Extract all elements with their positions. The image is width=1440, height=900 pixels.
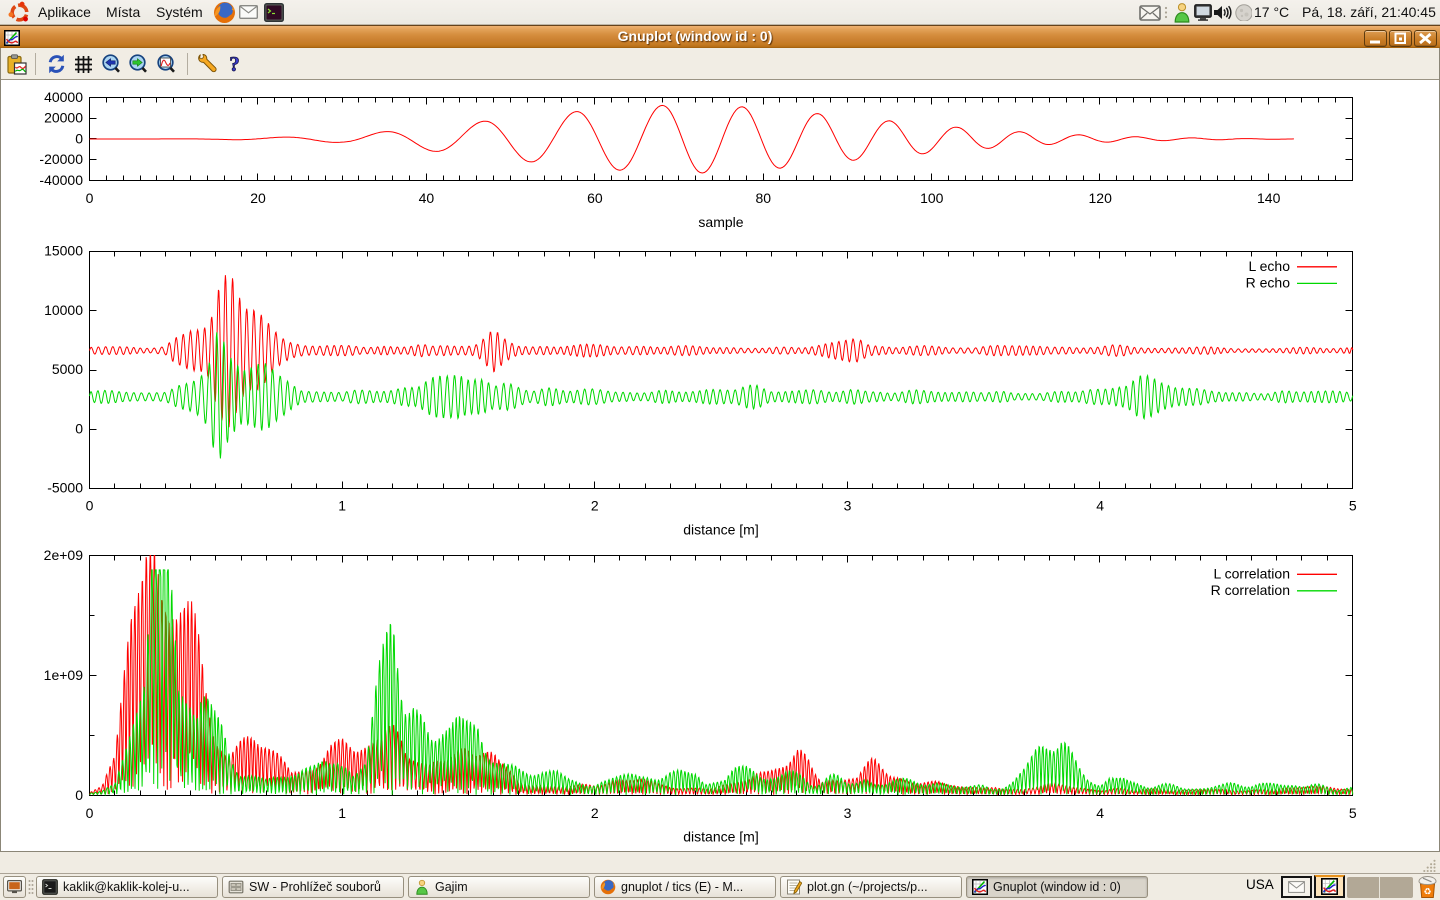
svg-text:1: 1 bbox=[338, 805, 346, 821]
svg-text:100: 100 bbox=[920, 190, 944, 206]
svg-text:-20000: -20000 bbox=[39, 151, 83, 167]
svg-text:0: 0 bbox=[75, 787, 83, 803]
svg-text:distance [m]: distance [m] bbox=[683, 522, 758, 538]
svg-text:120: 120 bbox=[1089, 190, 1113, 206]
svg-text:-5000: -5000 bbox=[47, 480, 83, 496]
svg-text:L correlation: L correlation bbox=[1213, 566, 1290, 582]
svg-text:40000: 40000 bbox=[44, 89, 83, 105]
svg-text:40: 40 bbox=[419, 190, 435, 206]
svg-text:-40000: -40000 bbox=[39, 172, 83, 188]
svg-text:♻: ♻ bbox=[1423, 887, 1431, 897]
svg-text:5: 5 bbox=[1349, 498, 1357, 514]
svg-text:2: 2 bbox=[591, 805, 599, 821]
svg-text:3: 3 bbox=[844, 498, 852, 514]
svg-text:140: 140 bbox=[1257, 190, 1281, 206]
svg-text:5: 5 bbox=[1349, 805, 1357, 821]
svg-text:10000: 10000 bbox=[44, 302, 83, 318]
svg-text:sample: sample bbox=[698, 214, 743, 230]
svg-text:4: 4 bbox=[1096, 498, 1104, 514]
svg-text:60: 60 bbox=[587, 190, 603, 206]
svg-text:2: 2 bbox=[591, 498, 599, 514]
svg-text:L echo: L echo bbox=[1248, 258, 1290, 274]
svg-text:0: 0 bbox=[75, 420, 83, 436]
svg-text:15000: 15000 bbox=[44, 243, 83, 259]
svg-text:0: 0 bbox=[75, 131, 83, 147]
svg-text:R echo: R echo bbox=[1246, 275, 1291, 291]
svg-text:20: 20 bbox=[250, 190, 266, 206]
svg-text:0: 0 bbox=[86, 805, 94, 821]
svg-text:distance [m]: distance [m] bbox=[683, 829, 758, 845]
svg-text:1: 1 bbox=[338, 498, 346, 514]
svg-text:80: 80 bbox=[756, 190, 772, 206]
svg-text:4: 4 bbox=[1096, 805, 1104, 821]
svg-text:3: 3 bbox=[844, 805, 852, 821]
svg-text:0: 0 bbox=[86, 498, 94, 514]
svg-text:20000: 20000 bbox=[44, 110, 83, 126]
svg-text:1e+09: 1e+09 bbox=[44, 667, 84, 683]
svg-text:5000: 5000 bbox=[52, 361, 83, 377]
svg-text:2e+09: 2e+09 bbox=[44, 547, 84, 563]
svg-text:R correlation: R correlation bbox=[1211, 582, 1290, 598]
svg-text:0: 0 bbox=[86, 190, 94, 206]
svg-text:?: ? bbox=[229, 53, 240, 76]
